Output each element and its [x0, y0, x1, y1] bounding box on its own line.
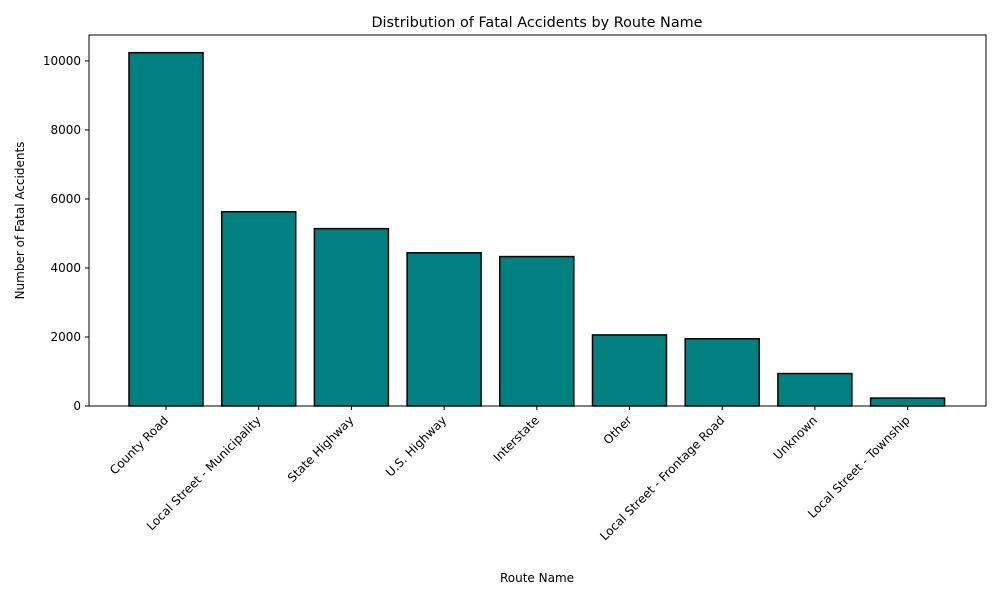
y-tick-label-1: 2000: [50, 330, 81, 344]
chart-title: Distribution of Fatal Accidents by Route…: [371, 15, 702, 31]
y-tick-label-3: 6000: [50, 192, 81, 206]
bar-4: [499, 255, 575, 407]
x-tick-label-5: Other: [601, 413, 635, 447]
x-tick-label-8: Local Street - Township: [805, 413, 913, 521]
axes-frame: [88, 34, 987, 407]
y-tick-label-5: 10000: [43, 54, 81, 68]
bar-8: [869, 397, 946, 407]
x-axis-label: Route Name: [500, 571, 574, 585]
y-axis: 0 2000 4000 6000 8000 10000: [43, 54, 89, 413]
bar-0: [128, 51, 204, 407]
bar-1: [220, 210, 297, 407]
bars-group: [128, 51, 946, 407]
y-tick-label-0: 0: [73, 399, 81, 413]
y-tick-label-4: 8000: [50, 123, 81, 137]
x-tick-label-3: U.S. Highway: [383, 413, 449, 479]
x-tick-label-4: Interstate: [491, 413, 542, 464]
bar-7: [777, 372, 853, 407]
bar-3: [406, 252, 482, 407]
y-tick-label-2: 4000: [50, 261, 81, 275]
bar-2: [313, 227, 390, 407]
y-axis-label: Number of Fatal Accidents: [13, 142, 27, 300]
x-tick-label-2: State Highway: [285, 413, 357, 485]
x-tick-label-7: Unknown: [771, 413, 820, 462]
bar-5: [591, 334, 668, 407]
x-tick-label-0: County Road: [107, 413, 171, 477]
bar-6: [684, 337, 760, 407]
